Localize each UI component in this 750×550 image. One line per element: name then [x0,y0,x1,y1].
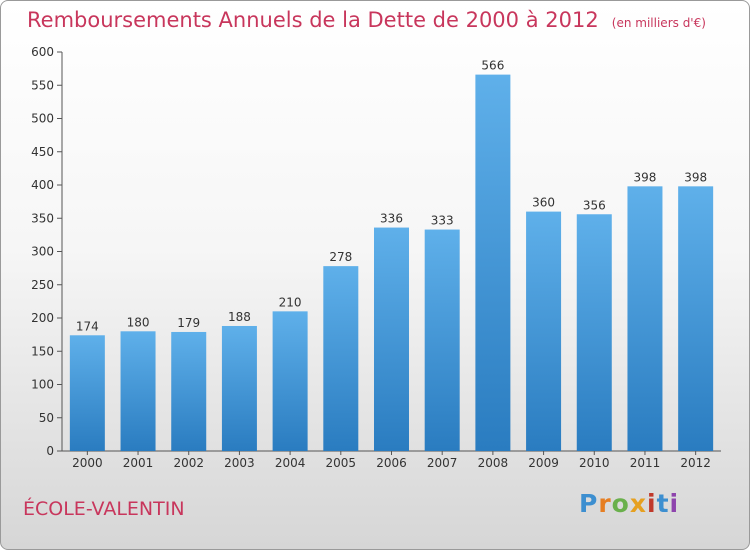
bar-2009 [526,211,562,451]
bar-value-label: 336 [380,212,403,226]
y-tick-label: 250 [31,278,54,292]
bar-value-label: 180 [127,315,150,329]
bar-value-label: 360 [532,196,555,210]
x-tick-label: 2006 [376,456,407,470]
y-tick-label: 550 [31,78,54,92]
x-tick-label: 2005 [326,456,357,470]
bar-2000 [69,335,105,451]
bar-2005 [323,266,359,451]
bar-2008 [475,74,511,452]
bar-value-label: 188 [228,310,251,324]
x-tick-label: 2001 [123,456,154,470]
bar-value-label: 210 [279,295,302,309]
y-tick-label: 300 [31,245,54,259]
chart-title: Remboursements Annuels de la Dette de 20… [27,8,599,32]
x-tick-label: 2007 [427,456,458,470]
bar-value-label: 174 [76,319,99,333]
proxiti-logo: Proxiti [579,489,680,518]
x-tick-label: 2010 [579,456,610,470]
bar-value-label: 398 [684,170,707,184]
x-tick-label: 2000 [72,456,103,470]
y-tick-label: 100 [31,378,54,392]
bars: 174 180 179 188 210 278 336 333 566 360 356 398 398 [69,59,714,452]
bar-2010 [576,214,612,451]
bar-value-label: 566 [481,59,504,73]
y-tick-label: 450 [31,145,54,159]
bar-value-label: 398 [634,170,657,184]
y-tick-label: 350 [31,211,54,225]
bar-2006 [374,227,409,451]
bar-2007 [424,229,460,451]
x-tick-label: 2009 [528,456,559,470]
title-line: Remboursements Annuels de la Dette de 20… [27,8,706,32]
bar-2012 [678,186,714,451]
y-tick-label: 150 [31,344,54,358]
x-tick-label: 2008 [478,456,509,470]
axes: 0 50 100 150 200 250 300 350 400 450 500 550 600 2000… [31,45,721,470]
x-tick-label: 2003 [224,456,255,470]
y-tick-label: 50 [39,411,54,425]
chart-unit: (en milliers d'€) [611,16,706,30]
bar-value-label: 356 [583,198,606,212]
bar-2002 [171,331,207,451]
x-tick-label: 2004 [275,456,306,470]
bar-2004 [272,311,308,451]
y-tick-label: 0 [46,444,54,458]
place-name: ÉCOLE-VALENTIN [23,498,185,520]
y-tick-label: 500 [31,112,54,126]
y-tick-label: 400 [31,178,54,192]
bar-value-label: 333 [431,214,454,228]
bar-2011 [627,186,663,451]
y-tick-label: 200 [31,311,54,325]
y-tick-label: 600 [31,45,54,59]
bar-2003 [221,325,257,451]
bar-value-label: 278 [329,250,352,264]
x-tick-label: 2012 [680,456,711,470]
x-tick-label: 2011 [630,456,661,470]
bar-value-label: 179 [177,316,200,330]
x-tick-label: 2002 [173,456,204,470]
bar-2001 [120,331,156,451]
